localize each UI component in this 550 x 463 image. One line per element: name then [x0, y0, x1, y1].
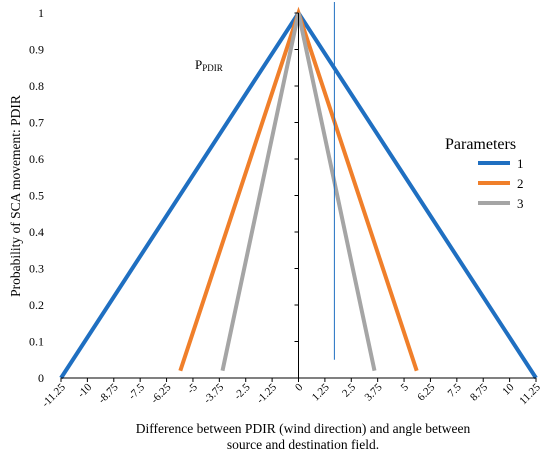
x-tick-label: -5 — [185, 381, 200, 396]
y-tick-label: 0.1 — [29, 335, 44, 349]
y-tick-label: 0.4 — [29, 225, 44, 239]
annotation-label: PPDIR — [195, 57, 223, 73]
x-tick-label: 3.75 — [362, 381, 384, 403]
y-tick-label: 0.8 — [29, 79, 44, 93]
x-tick-label: 0 — [293, 381, 306, 394]
x-tick-label: -2.5 — [232, 381, 253, 402]
y-tick-label: 1 — [38, 6, 44, 20]
x-tick-label: 6.25 — [415, 381, 437, 403]
x-tick-label: -7.5 — [126, 381, 147, 402]
legend: Parameters 1 2 3 — [445, 136, 524, 211]
x-tick-label: -3.75 — [202, 381, 227, 406]
x-tick-label: 8.75 — [468, 381, 490, 403]
y-tick-label: 0 — [38, 371, 44, 385]
x-ticks: -11.25 -10 -8.75 -7.5 -6.25 -5 -3.75 -2.5 -1.25 0… — [40, 378, 543, 410]
y-ticks: 0 0.1 0.2 0.3 0.4 0.5 0.6 0.7 0.8 0.9 1 — [29, 6, 299, 385]
x-tick-label: 11.25 — [517, 381, 543, 407]
x-tick-label: 2.5 — [340, 381, 359, 400]
x-tick-label: 7.5 — [446, 381, 465, 400]
x-axis-title-line-1: Difference between PDIR (wind direction)… — [136, 421, 471, 436]
legend-label-3: 3 — [517, 196, 524, 211]
x-tick-label: 10 — [500, 381, 517, 398]
annotation-main: P — [195, 57, 202, 72]
legend-title: Parameters — [445, 136, 516, 153]
x-tick-label: -8.75 — [96, 381, 121, 406]
y-axis-title: Probability of SCA movement: PDIR — [8, 95, 23, 297]
x-tick-label: -1.25 — [254, 381, 279, 406]
y-tick-label: 0.6 — [29, 152, 44, 166]
legend-label-1: 1 — [517, 156, 524, 171]
legend-label-2: 2 — [517, 176, 524, 191]
annotation-subscript: PDIR — [202, 63, 223, 73]
legend-items: 1 2 3 — [478, 156, 524, 211]
y-tick-label: 0.7 — [29, 116, 44, 130]
x-tick-label: 1.25 — [310, 381, 332, 403]
x-axis-title-line-2: source and destination field. — [227, 437, 379, 452]
y-tick-label: 0.5 — [29, 189, 44, 203]
y-tick-label: 0.2 — [29, 298, 44, 312]
y-tick-label: 0.9 — [29, 43, 44, 57]
x-tick-label: -6.25 — [149, 381, 174, 406]
x-tick-label: -10 — [75, 381, 94, 400]
x-tick-label: 5 — [399, 381, 412, 394]
x-tick-label: -11.25 — [40, 381, 69, 410]
y-tick-label: 0.3 — [29, 262, 44, 276]
